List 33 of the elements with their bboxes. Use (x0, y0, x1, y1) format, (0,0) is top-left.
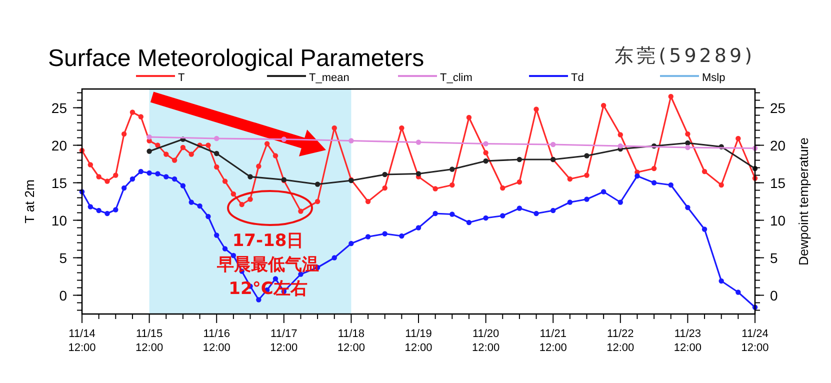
x-tick-label: 11/19 12:00 (404, 328, 432, 354)
y2-tick-label: 15 (770, 174, 786, 191)
legend-label: T_clim (440, 72, 472, 84)
x-tick-label: 11/20 12:00 (472, 328, 500, 354)
x-tick-label: 11/14 12:00 (68, 328, 96, 354)
y2-tick-label: 20 (770, 137, 786, 154)
y-tick-label: 0 (59, 287, 68, 304)
chart-subtitle: 东莞(59289) (614, 45, 755, 67)
x-tick-label: 11/16 12:00 (202, 328, 230, 354)
y-tick-label: 15 (51, 174, 68, 191)
y-tick-label: 25 (51, 100, 68, 116)
x-tick-label: 11/21 12:00 (539, 328, 567, 354)
y-tick-label: 10 (51, 212, 68, 228)
x-tick-label: 11/15 12:00 (136, 328, 164, 354)
y2-tick-label: 0 (770, 287, 778, 304)
x-tick-label: 11/18 12:00 (337, 328, 365, 354)
legend-label: T (178, 72, 185, 84)
x-tick-label: 11/23 12:00 (674, 328, 702, 354)
legend-label: Mslp (702, 72, 726, 84)
chart-title: Surface Meteorological Parameters (48, 45, 424, 72)
y-tick-label: 5 (59, 250, 68, 266)
y2-axis-title: Dewpoint temperature (796, 138, 811, 266)
y-axis-title: T at 2m (22, 180, 37, 224)
y-tick-label: 20 (51, 137, 68, 154)
legend-label: T_mean (309, 72, 350, 84)
y2-tick-label: 25 (770, 100, 786, 116)
x-tick-label: 11/17 12:00 (270, 328, 298, 354)
x-tick-label: 11/24 12:00 (741, 328, 769, 354)
legend-label: Td (571, 72, 584, 84)
y2-tick-label: 5 (770, 250, 778, 266)
annotation: 17-18日 (232, 231, 304, 251)
x-tick-label: 11/22 12:00 (606, 328, 634, 354)
y2-tick-label: 10 (770, 212, 786, 228)
